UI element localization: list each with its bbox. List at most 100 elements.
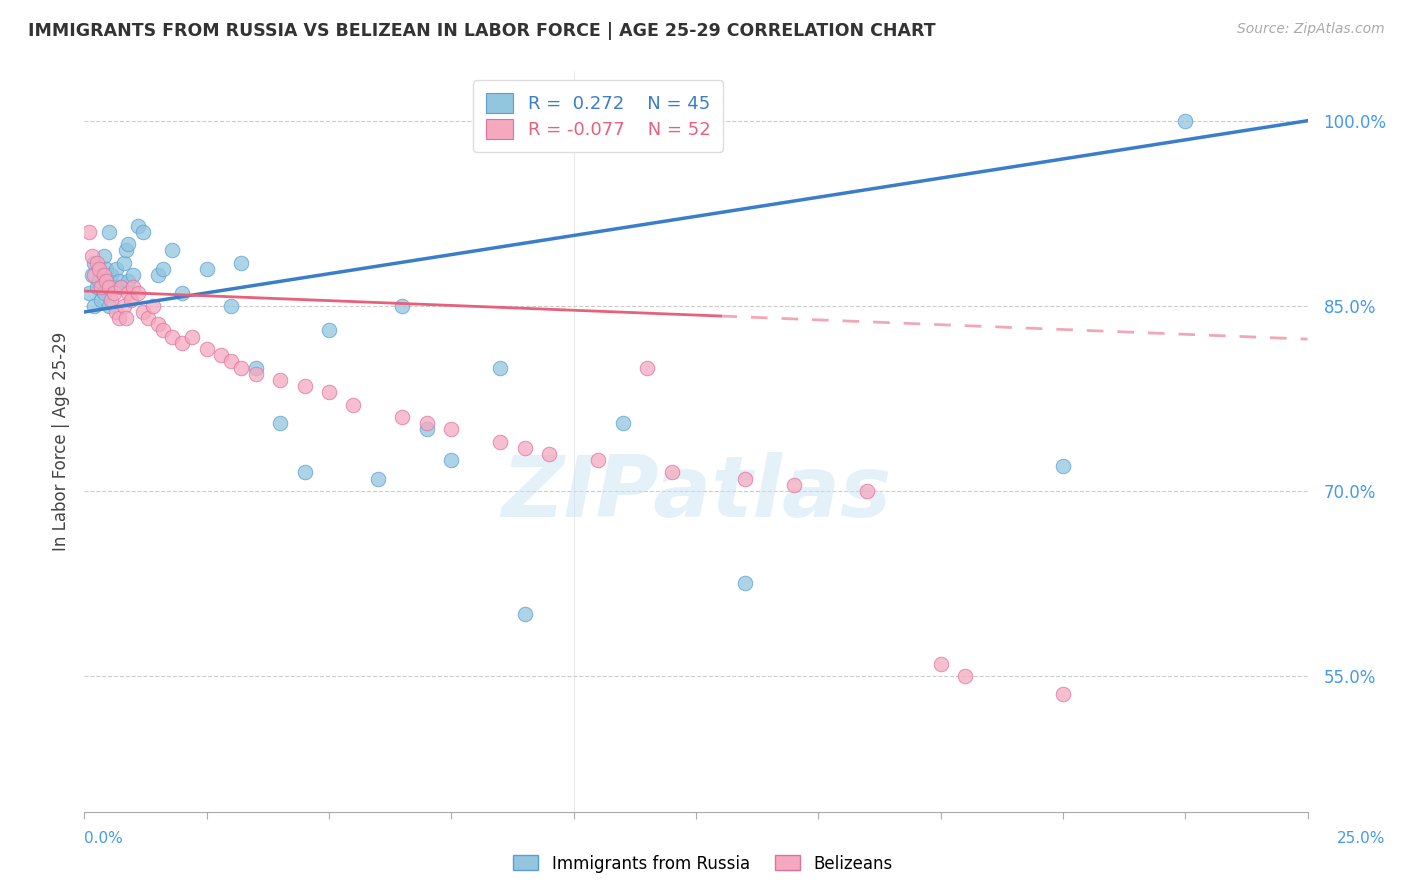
Point — [77, 286, 100, 301]
Point — [90, 280, 112, 294]
Text: Source: ZipAtlas.com: Source: ZipAtlas.com — [1237, 22, 1385, 37]
Point — [115, 244, 138, 258]
Point — [100, 268, 122, 282]
Point — [612, 416, 634, 430]
Point — [245, 367, 267, 381]
Point — [181, 329, 204, 343]
Point — [100, 293, 122, 307]
Point — [318, 385, 340, 400]
Point — [1052, 459, 1074, 474]
Point — [929, 657, 952, 671]
Text: ZIPatlas: ZIPatlas — [501, 452, 891, 535]
Point — [127, 219, 149, 233]
Point — [269, 416, 291, 430]
Point — [661, 466, 683, 480]
Point — [416, 416, 439, 430]
Point — [342, 397, 364, 411]
Point — [152, 323, 174, 337]
Point — [586, 453, 609, 467]
Point — [294, 379, 316, 393]
Point — [269, 373, 291, 387]
Point — [127, 286, 149, 301]
Point — [117, 237, 139, 252]
Point — [136, 311, 159, 326]
Point — [489, 360, 512, 375]
Point — [86, 280, 108, 294]
Point — [538, 447, 561, 461]
Point — [87, 274, 110, 288]
Point — [391, 409, 413, 424]
Point — [489, 434, 512, 449]
Point — [103, 286, 125, 301]
Point — [318, 323, 340, 337]
Point — [953, 669, 976, 683]
Point — [440, 422, 463, 436]
Point — [229, 255, 252, 269]
Point — [77, 225, 100, 239]
Point — [513, 607, 536, 622]
Point — [117, 274, 139, 288]
Point — [80, 268, 103, 282]
Point — [97, 225, 120, 239]
Point — [93, 268, 115, 282]
Point — [115, 311, 138, 326]
Point — [146, 318, 169, 332]
Point — [734, 576, 756, 591]
Point — [132, 225, 155, 239]
Point — [80, 249, 103, 263]
Point — [93, 286, 115, 301]
Point — [172, 335, 194, 350]
Point — [142, 299, 165, 313]
Point — [734, 471, 756, 485]
Point — [107, 274, 129, 288]
Point — [636, 360, 658, 375]
Point — [152, 261, 174, 276]
Text: IMMIGRANTS FROM RUSSIA VS BELIZEAN IN LABOR FORCE | AGE 25-29 CORRELATION CHART: IMMIGRANTS FROM RUSSIA VS BELIZEAN IN LA… — [28, 22, 936, 40]
Point — [120, 293, 142, 307]
Point — [209, 348, 232, 362]
Point — [96, 261, 118, 276]
Point — [83, 268, 105, 282]
Point — [83, 255, 105, 269]
Point — [195, 261, 218, 276]
Point — [513, 441, 536, 455]
Point — [245, 360, 267, 375]
Point — [1052, 688, 1074, 702]
Point — [110, 280, 132, 294]
Point — [856, 483, 879, 498]
Y-axis label: In Labor Force | Age 25-29: In Labor Force | Age 25-29 — [52, 332, 70, 551]
Point — [122, 268, 145, 282]
Text: 25.0%: 25.0% — [1337, 831, 1385, 846]
Point — [162, 329, 184, 343]
Point — [112, 255, 135, 269]
Point — [219, 354, 242, 368]
Text: 0.0%: 0.0% — [84, 831, 124, 846]
Point — [132, 305, 155, 319]
Point — [93, 249, 115, 263]
Point — [97, 299, 120, 313]
Point — [195, 342, 218, 356]
Point — [117, 286, 139, 301]
Point — [783, 477, 806, 491]
Point — [416, 422, 439, 436]
Point — [172, 286, 194, 301]
Point — [391, 299, 413, 313]
Point — [219, 299, 242, 313]
Point — [122, 280, 145, 294]
Point — [97, 280, 120, 294]
Point — [367, 471, 389, 485]
Point — [86, 255, 108, 269]
Legend: R =  0.272    N = 45, R = -0.077    N = 52: R = 0.272 N = 45, R = -0.077 N = 52 — [474, 80, 723, 152]
Point — [103, 280, 125, 294]
Point — [229, 360, 252, 375]
Point — [162, 244, 184, 258]
Point — [110, 280, 132, 294]
Point — [90, 293, 112, 307]
Point — [146, 268, 169, 282]
Point — [105, 261, 128, 276]
Point — [440, 453, 463, 467]
Legend: Immigrants from Russia, Belizeans: Immigrants from Russia, Belizeans — [506, 848, 900, 880]
Point — [96, 274, 118, 288]
Point — [105, 305, 128, 319]
Point — [294, 466, 316, 480]
